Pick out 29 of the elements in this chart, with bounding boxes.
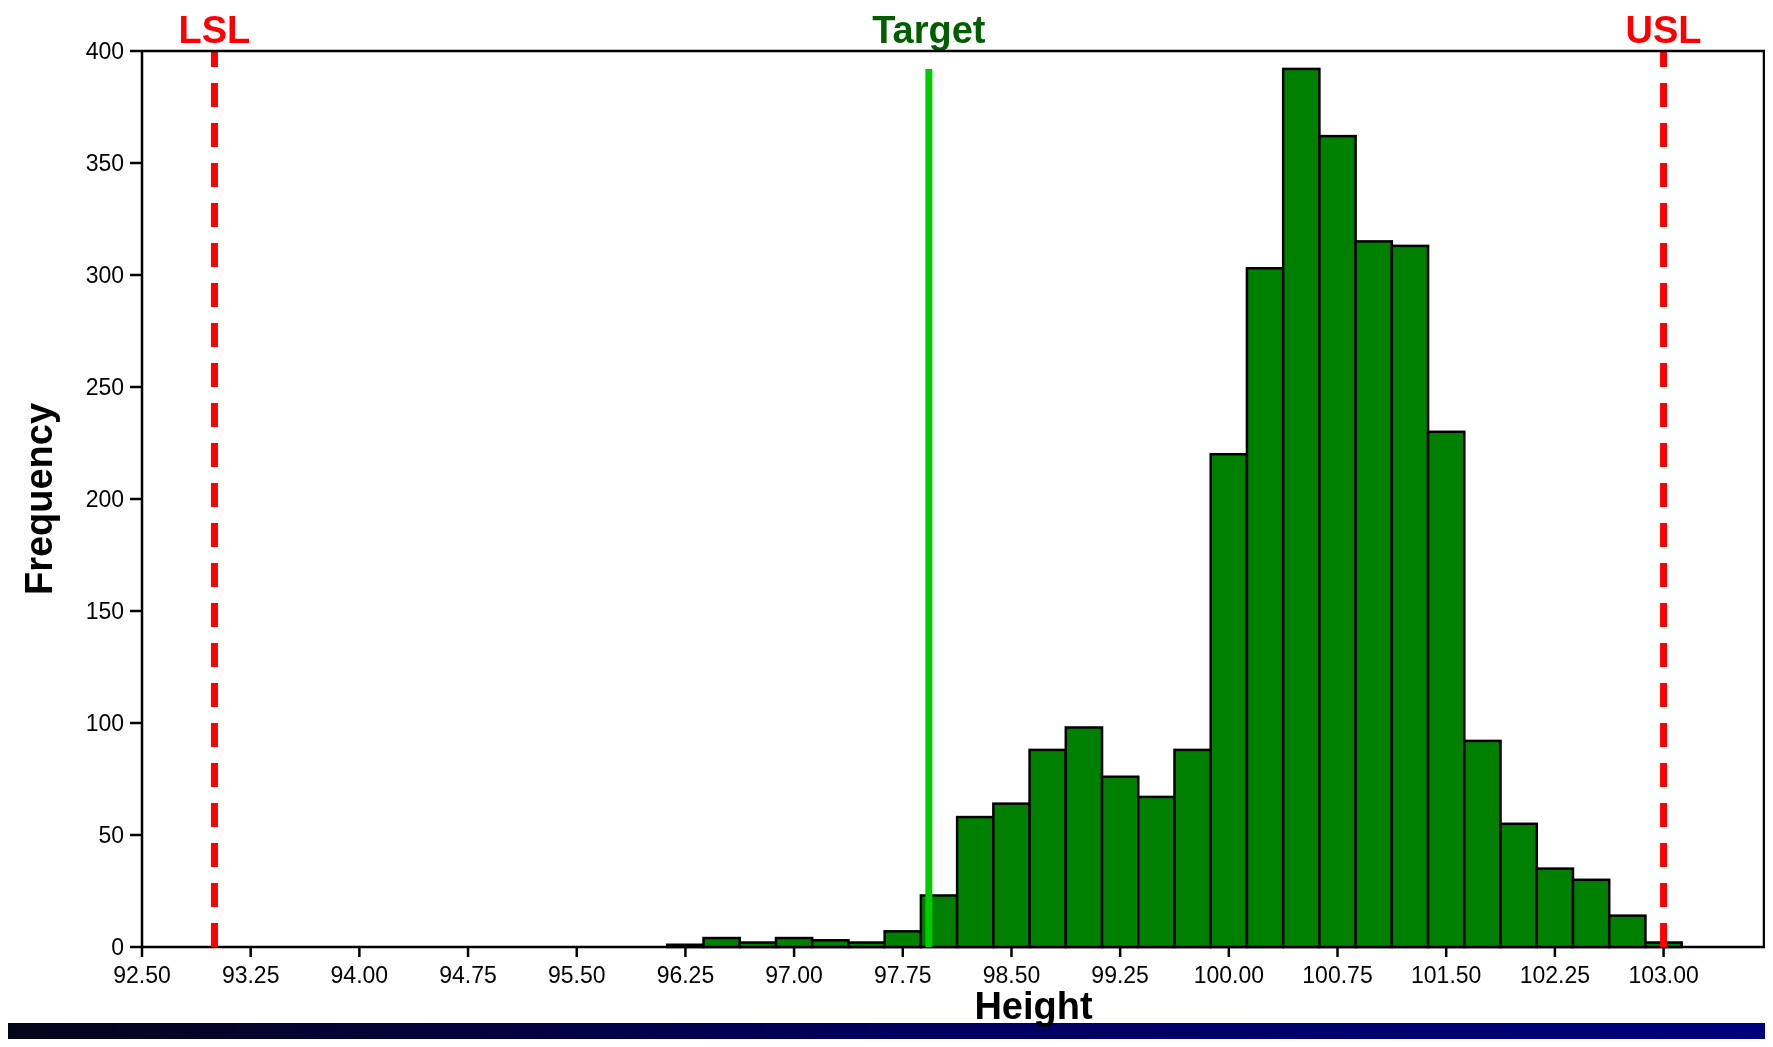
ref-line-label: LSL [178, 9, 251, 51]
y-tick-label: 150 [85, 598, 124, 624]
x-tick-label: 94.00 [330, 962, 389, 988]
x-tick-label: 100.00 [1193, 962, 1265, 988]
y-tick-label: 100 [85, 710, 124, 736]
y-tick-label: 400 [85, 38, 124, 64]
y-tick-label: 350 [85, 150, 124, 176]
x-tick-label: 95.50 [547, 962, 606, 988]
x-tick-label: 99.25 [1091, 962, 1149, 988]
y-tick-label: 300 [85, 262, 124, 288]
y-tick-label: 250 [85, 374, 124, 400]
x-tick-label: 97.75 [874, 962, 932, 988]
y-tick-label: 50 [98, 822, 124, 848]
ref-line-label: USL [1625, 9, 1702, 51]
x-tick-label: 97.00 [765, 962, 823, 988]
x-tick-label: 100.75 [1302, 962, 1373, 988]
x-tick-label: 98.50 [982, 962, 1041, 988]
x-tick-label: 92.50 [113, 962, 171, 988]
x-axis-title: Height [974, 985, 1093, 1027]
y-axis-title: Frequency [18, 402, 60, 596]
x-tick-label: 96.25 [656, 962, 715, 988]
x-tick-label: 94.75 [439, 962, 497, 988]
x-tick-label: 103.00 [1628, 962, 1699, 988]
y-tick-label: 200 [85, 486, 124, 512]
ref-line-label: Target [872, 9, 986, 51]
x-tick-label: 93.25 [221, 962, 280, 988]
x-tick-label: 102.25 [1519, 962, 1591, 988]
x-tick-label: 101.50 [1411, 962, 1482, 988]
y-tick-label: 0 [111, 934, 124, 960]
